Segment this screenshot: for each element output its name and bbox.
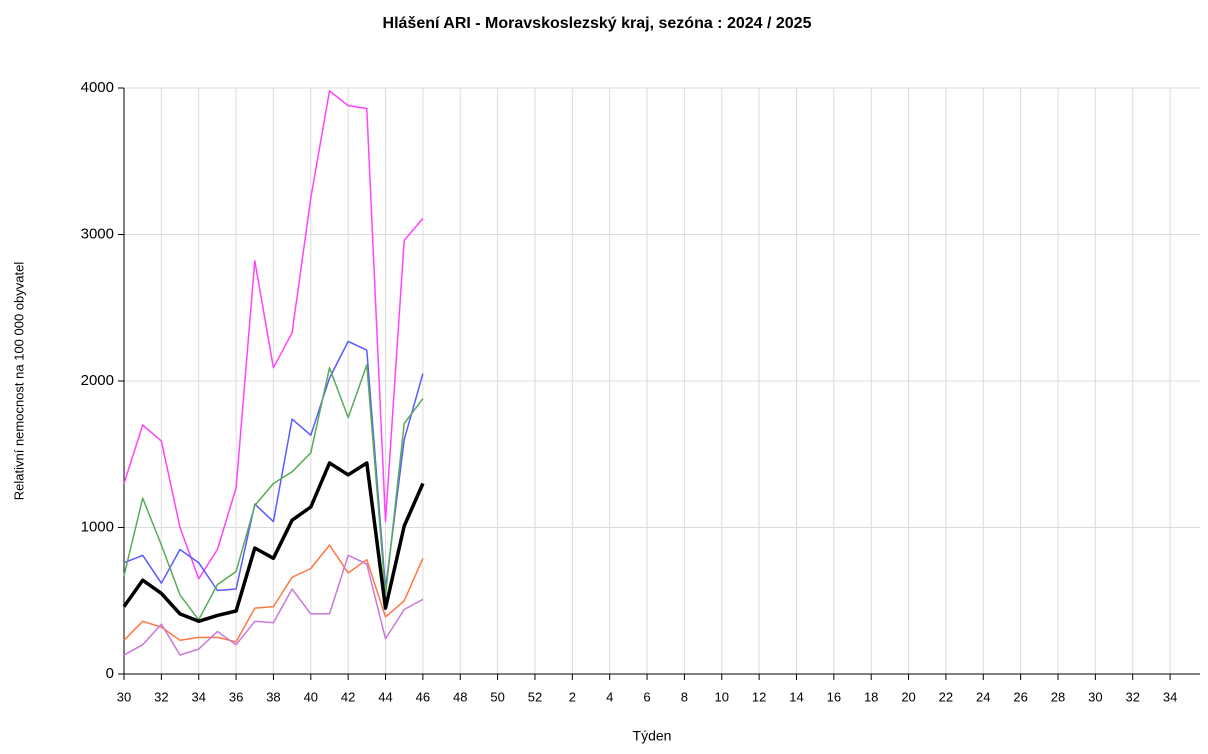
y-tick-label: 2000 bbox=[81, 372, 114, 389]
line-series bbox=[123, 90, 424, 580]
y-tick-label: 3000 bbox=[81, 225, 114, 242]
x-tick-label: 16 bbox=[827, 689, 841, 704]
line-series bbox=[123, 554, 424, 656]
line-series bbox=[123, 340, 424, 592]
x-tick-label: 36 bbox=[229, 689, 243, 704]
x-tick-label: 46 bbox=[416, 689, 430, 704]
x-tick-label: 34 bbox=[191, 689, 205, 704]
x-tick-label: 14 bbox=[789, 689, 803, 704]
x-tick-label: 30 bbox=[1088, 689, 1102, 704]
line-series bbox=[123, 364, 424, 621]
x-tick-label: 50 bbox=[490, 689, 504, 704]
x-tick-label: 4 bbox=[606, 689, 613, 704]
x-tick-label: 30 bbox=[117, 689, 131, 704]
y-tick-label: 0 bbox=[106, 665, 114, 682]
x-tick-label: 10 bbox=[715, 689, 729, 704]
x-tick-label: 42 bbox=[341, 689, 355, 704]
x-tick-label: 8 bbox=[681, 689, 688, 704]
x-tick-label: 44 bbox=[378, 689, 392, 704]
x-tick-label: 22 bbox=[939, 689, 953, 704]
line-series bbox=[122, 461, 425, 624]
x-tick-label: 48 bbox=[453, 689, 467, 704]
x-tick-label: 40 bbox=[304, 689, 318, 704]
x-tick-label: 34 bbox=[1163, 689, 1177, 704]
x-tick-label: 2 bbox=[569, 689, 576, 704]
x-tick-label: 18 bbox=[864, 689, 878, 704]
x-tick-label: 12 bbox=[752, 689, 766, 704]
x-axis-label: Týden bbox=[633, 728, 672, 744]
y-tick-label: 1000 bbox=[81, 518, 114, 535]
x-tick-label: 38 bbox=[266, 689, 280, 704]
x-tick-label: 32 bbox=[1125, 689, 1139, 704]
x-tick-label: 26 bbox=[1013, 689, 1027, 704]
x-tick-label: 20 bbox=[901, 689, 915, 704]
x-tick-label: 6 bbox=[643, 689, 650, 704]
y-axis-label: Relativní nemocnost na 100 000 obyvatel bbox=[11, 262, 26, 501]
x-tick-label: 28 bbox=[1051, 689, 1065, 704]
x-tick-label: 24 bbox=[976, 689, 990, 704]
x-tick-label: 32 bbox=[154, 689, 168, 704]
line-series bbox=[123, 544, 424, 643]
x-tick-label: 52 bbox=[528, 689, 542, 704]
chart-title: Hlášení ARI - Moravskoslezský kraj, sezó… bbox=[383, 15, 812, 32]
y-tick-label: 4000 bbox=[81, 79, 114, 96]
